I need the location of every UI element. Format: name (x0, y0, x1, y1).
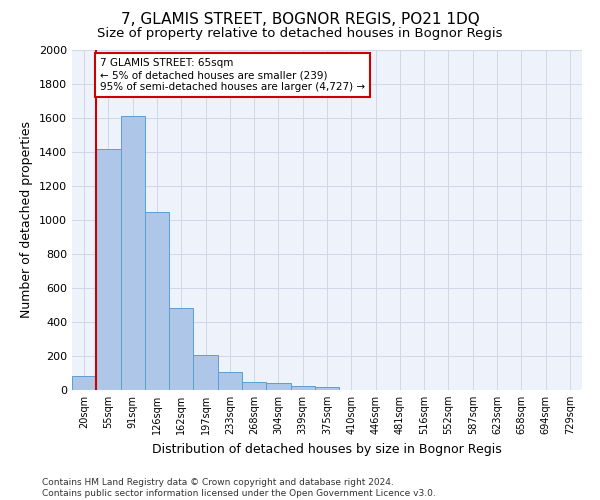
Bar (193, 355, 218, 390)
X-axis label: Distribution of detached houses by size in Bognor Regis: Distribution of detached houses by size … (152, 442, 502, 456)
Bar (266, 383, 290, 390)
Bar (121, 116, 145, 390)
Bar (242, 382, 266, 390)
Text: Contains HM Land Registry data © Crown copyright and database right 2024.
Contai: Contains HM Land Registry data © Crown c… (42, 478, 436, 498)
Bar (145, 212, 169, 390)
Bar (290, 386, 315, 390)
Bar (218, 372, 242, 390)
Text: 7 GLAMIS STREET: 65sqm
← 5% of detached houses are smaller (239)
95% of semi-det: 7 GLAMIS STREET: 65sqm ← 5% of detached … (100, 58, 365, 92)
Bar (169, 308, 193, 390)
Text: Size of property relative to detached houses in Bognor Regis: Size of property relative to detached ho… (97, 28, 503, 40)
Bar (96, 148, 121, 390)
Bar (72, 376, 96, 390)
Bar (315, 386, 339, 390)
Y-axis label: Number of detached properties: Number of detached properties (20, 122, 34, 318)
Text: 7, GLAMIS STREET, BOGNOR REGIS, PO21 1DQ: 7, GLAMIS STREET, BOGNOR REGIS, PO21 1DQ (121, 12, 479, 28)
